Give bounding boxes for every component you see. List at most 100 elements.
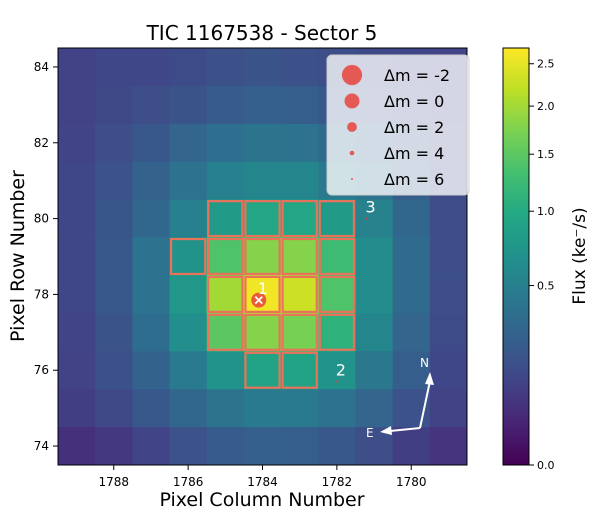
pixel-cell <box>355 389 394 428</box>
pixel-cell <box>318 351 356 390</box>
colorbar-tick-label: 0.5 <box>537 280 555 293</box>
aperture-mask <box>169 200 356 389</box>
pixel-cell <box>429 237 468 276</box>
pixel-cell <box>281 237 319 276</box>
pixel-cell <box>318 275 356 314</box>
legend-label: Δm = 4 <box>384 144 444 163</box>
compass: N E <box>366 356 434 440</box>
aperture-pixel <box>207 275 244 313</box>
pixel-cell <box>169 199 208 238</box>
x-tick-label: 1780 <box>396 475 427 489</box>
y-axis-label: Pixel Row Number <box>7 170 29 342</box>
legend-marker <box>351 178 353 180</box>
colorbar-gradient <box>502 47 530 466</box>
pixel-cell <box>355 351 394 390</box>
y-axis-ticks: 74 76 78 80 82 84 <box>34 60 58 453</box>
pixel-cell <box>95 123 133 163</box>
pixel-cell <box>95 161 133 201</box>
pixel-cell <box>58 313 96 352</box>
aperture-pixel <box>244 200 281 238</box>
y-tick-label: 74 <box>34 439 49 453</box>
pixel-cell <box>243 85 282 125</box>
pixel-cell <box>58 48 96 87</box>
y-tick-label: 78 <box>34 287 49 301</box>
pixel-cell <box>281 85 319 125</box>
pixel-cell <box>58 427 96 466</box>
chart-title: TIC 1167538 - Sector 5 <box>146 21 378 45</box>
pixel-cell <box>95 199 133 238</box>
aperture-pixel <box>207 313 244 351</box>
pixel-cell <box>58 275 96 314</box>
pixel-cell <box>318 389 356 428</box>
pixel-cell <box>355 275 394 314</box>
pixel-cell <box>169 48 208 87</box>
star-label: 1 <box>258 279 268 298</box>
x-tick-label: 1788 <box>98 475 129 489</box>
legend: Δm = -2 Δm = 0 Δm = 2 Δm = 4 Δm = 6 <box>326 54 470 196</box>
pixel-cell <box>58 85 96 125</box>
legend-marker <box>347 122 357 132</box>
y-tick-label: 80 <box>34 212 49 226</box>
pixel-cell <box>281 199 319 238</box>
pixel-cell <box>429 275 468 314</box>
star-label: 3 <box>366 198 376 217</box>
star-label: 2 <box>336 361 346 380</box>
pixel-cell <box>318 313 356 352</box>
pixel-cell <box>281 48 319 87</box>
pixel-cell <box>132 123 170 163</box>
compass-north-arrow <box>419 380 431 429</box>
pixel-cell <box>429 313 468 352</box>
pixel-cell <box>95 389 133 428</box>
aperture-pixel <box>281 237 318 276</box>
pixel-cell <box>206 275 245 314</box>
legend-label: Δm = -2 <box>384 66 450 85</box>
pixel-cell <box>281 161 319 201</box>
y-tick-label: 82 <box>34 136 49 150</box>
x-axis-ticks: 1788 1786 1784 1782 1780 <box>98 465 427 489</box>
pixel-cell <box>206 123 245 163</box>
pixel-cell <box>318 427 356 466</box>
pixel-cell <box>243 123 282 163</box>
colorbar: 0.0 0.5 1.0 1.5 2.0 2.5 Flux (ke⁻/s) <box>502 47 590 472</box>
pixel-cell <box>355 237 394 276</box>
pixel-cell <box>95 427 133 466</box>
pixel-cell <box>206 351 245 390</box>
colorbar-tick-label: 2.0 <box>537 100 555 113</box>
pixel-cell <box>95 48 133 87</box>
pixel-cell <box>95 313 133 352</box>
pixel-cell <box>169 123 208 163</box>
pixel-cell <box>281 313 319 352</box>
x-tick-label: 1784 <box>247 475 278 489</box>
pixel-cell <box>281 123 319 163</box>
compass-north-label: N <box>420 356 429 370</box>
aperture-pixel <box>318 200 356 238</box>
pixel-cell <box>169 313 208 352</box>
pixel-cell <box>392 313 431 352</box>
pixel-cell <box>132 427 170 466</box>
pixel-cell <box>206 427 245 466</box>
pixel-cell <box>132 237 170 276</box>
pixel-cell <box>206 313 245 352</box>
legend-label: Δm = 0 <box>384 92 444 111</box>
colorbar-label: Flux (ke⁻/s) <box>570 207 590 304</box>
pixel-cell <box>355 199 394 238</box>
pixel-cell <box>95 237 133 276</box>
pixel-cell <box>58 123 96 163</box>
pixel-cell <box>132 161 170 201</box>
pixel-cell <box>169 275 208 314</box>
compass-east-arrowhead <box>380 426 392 435</box>
pixel-cell <box>243 199 282 238</box>
x-axis-label: Pixel Column Number <box>159 489 364 511</box>
pixel-cell <box>58 237 96 276</box>
star-marker <box>335 380 338 383</box>
pixel-cell <box>392 237 431 276</box>
aperture-pixel <box>281 275 318 313</box>
pixel-cell <box>169 85 208 125</box>
pixel-cell <box>169 427 208 466</box>
pixel-cell <box>429 199 468 238</box>
aperture-pixel <box>207 237 244 276</box>
aperture-pixel <box>169 237 207 276</box>
pixel-cell <box>281 351 319 390</box>
pixel-cell <box>429 427 468 466</box>
pixel-cell <box>206 389 245 428</box>
